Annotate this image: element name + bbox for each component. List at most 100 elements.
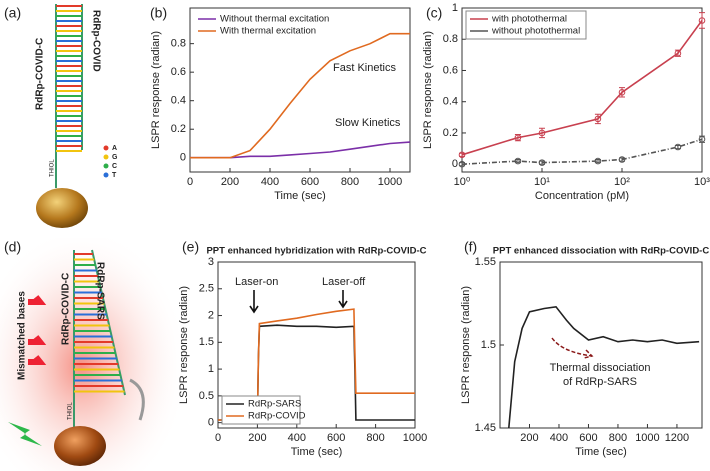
y-tick-label: 2.5 — [199, 283, 214, 295]
mismatch-arrows — [28, 295, 47, 365]
strand — [91, 249, 126, 396]
x-tick-label: 0 — [187, 176, 193, 188]
x-tick-label: 800 — [609, 432, 627, 444]
legend-label: without photothermal — [491, 26, 580, 37]
x-tick-label: 800 — [366, 432, 384, 444]
marker — [618, 89, 626, 96]
x-tick-label: 600 — [579, 432, 597, 444]
panel-label: (d) — [4, 239, 21, 255]
y-tick-label: 1.5 — [481, 339, 496, 351]
release-arrow — [129, 378, 145, 421]
marker — [698, 17, 706, 24]
strand-label: RdRp-COVID — [90, 10, 101, 72]
x-tick-label: 200 — [248, 432, 266, 444]
base-key — [103, 145, 109, 151]
marker — [674, 49, 682, 57]
laser-icon — [8, 422, 42, 446]
x-tick-label: 400 — [550, 432, 568, 444]
annotation: Laser-off — [322, 276, 366, 288]
y-tick-label: 0.8 — [171, 38, 186, 50]
annotation: Slow Kinetics — [335, 117, 401, 129]
axes-box — [217, 261, 416, 429]
axes-box — [189, 7, 411, 173]
arrow — [249, 290, 259, 314]
x-tick-label: 1200 — [665, 432, 689, 444]
y-tick-label: 0.4 — [171, 95, 186, 107]
base-label: C — [112, 163, 117, 170]
y-tick-label: 0.2 — [443, 127, 458, 139]
panel-label: (f) — [464, 239, 477, 255]
y-tick-label: 0 — [452, 158, 458, 170]
gold-particle — [54, 426, 106, 466]
x-tick-label: 200 — [520, 432, 538, 444]
arrow — [551, 337, 594, 359]
x-tick-label: 1000 — [635, 432, 659, 444]
y-tick-label: 0.6 — [171, 66, 186, 78]
series-line — [190, 141, 411, 159]
base-key — [103, 154, 109, 160]
y-axis-label: LSPR response (radian) — [460, 286, 472, 404]
x-tick-label: 400 — [261, 176, 279, 188]
note-label: Mismatched bases — [17, 291, 28, 380]
y-tick-label: 1.45 — [475, 422, 496, 434]
x-tick-label: 10¹ — [534, 176, 550, 188]
strand-label: RdRp-COVID-C — [35, 38, 46, 110]
legend-box — [221, 395, 301, 425]
y-tick-label: 1.5 — [199, 336, 214, 348]
y-axis-label: LSPR response (radian) — [150, 31, 162, 149]
strand-label: RdRp-SARS — [94, 262, 105, 320]
marker — [698, 135, 706, 143]
strand-label: RdRp-COVID-C — [61, 273, 72, 345]
x-tick-label: 600 — [327, 432, 345, 444]
base-key — [103, 172, 109, 178]
series-line — [508, 305, 700, 429]
anchor-label: THIOL — [50, 159, 56, 177]
x-tick-label: 400 — [288, 432, 306, 444]
y-tick-label: 0.5 — [199, 390, 214, 402]
anchor-label: THIOL — [68, 402, 74, 420]
y-tick-label: 0 — [208, 417, 214, 429]
y-tick-label: 2 — [208, 309, 214, 321]
marker — [458, 160, 466, 168]
y-tick-label: 3 — [208, 256, 214, 268]
x-axis-label: Time (sec) — [575, 446, 627, 458]
marker — [618, 156, 626, 163]
y-axis-label: LSPR response (radian) — [178, 286, 190, 404]
legend-box — [194, 11, 344, 39]
marker — [514, 134, 522, 141]
x-tick-label: 0 — [215, 432, 221, 444]
annotation: of RdRp-SARS — [563, 376, 637, 388]
y-axis-label: LSPR response (radian) — [422, 31, 434, 149]
base-label: G — [112, 154, 118, 161]
x-tick-label: 1000 — [403, 432, 427, 444]
series-line — [218, 308, 415, 421]
x-tick-label: 10² — [614, 176, 630, 188]
x-axis-label: Time (sec) — [274, 190, 326, 202]
legend-label: RdRp-SARS — [248, 399, 301, 410]
y-tick-label: 1.55 — [475, 256, 496, 268]
gold-particle — [36, 188, 88, 228]
x-tick-label: 10⁰ — [454, 176, 471, 188]
y-tick-label: 0.8 — [443, 33, 458, 45]
panel-label: (b) — [150, 5, 167, 21]
y-tick-label: 0 — [180, 152, 186, 164]
legend-label: With thermal excitation — [220, 26, 316, 37]
marker — [514, 157, 522, 165]
panel-label: (a) — [4, 5, 21, 21]
y-tick-label: 0.6 — [443, 64, 458, 76]
legend-label: with photothermal — [491, 14, 567, 25]
legend-label: RdRp-COVID — [248, 411, 306, 422]
panel-label: (c) — [426, 5, 442, 21]
x-axis-label: Time (sec) — [291, 446, 343, 458]
axes-box — [461, 7, 703, 173]
marker — [594, 115, 602, 123]
annotation: Fast Kinetics — [333, 62, 396, 74]
x-tick-label: 800 — [341, 176, 359, 188]
y-tick-label: 0.4 — [443, 96, 458, 108]
y-tick-label: 1 — [208, 363, 214, 375]
marker — [674, 143, 682, 151]
panel-label: (e) — [182, 239, 199, 255]
x-axis-label: Concentration (pM) — [535, 190, 629, 202]
charts: (b)Time (sec)LSPR response (radian)0 200 4… — [150, 2, 710, 458]
